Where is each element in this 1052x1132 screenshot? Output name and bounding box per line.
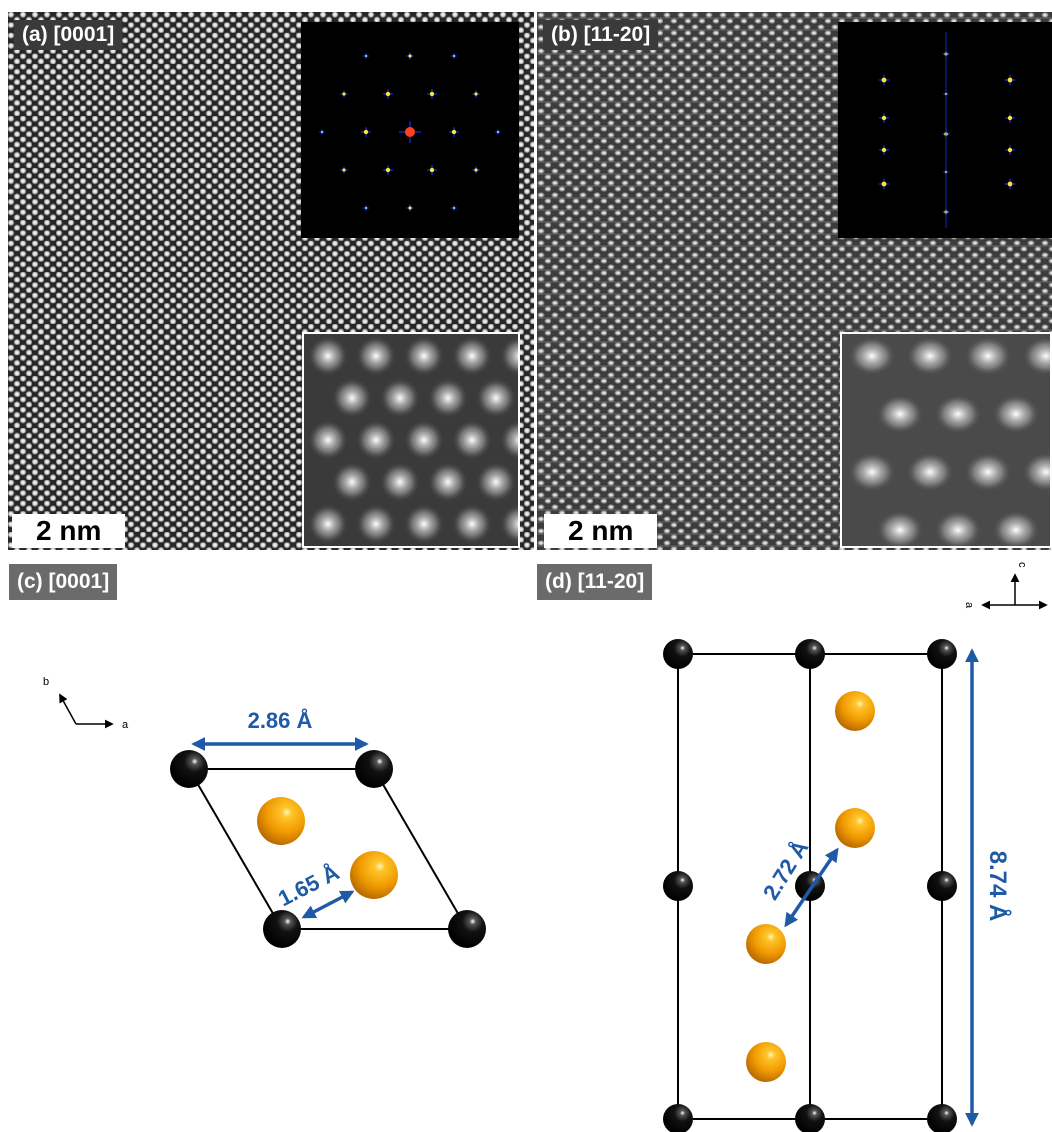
- scale-bar-a: 2 nm: [12, 514, 126, 548]
- black-atom: [927, 1104, 957, 1132]
- black-atom: [927, 871, 957, 901]
- axis-indicator-c: b a: [43, 676, 129, 731]
- dimension-diag-c: 1.65 Å: [274, 859, 355, 919]
- filtered-inset-b: [840, 332, 1052, 548]
- unit-cell-d: [663, 639, 957, 1132]
- black-atom: [795, 639, 825, 669]
- filtered-inset-a: [302, 332, 520, 548]
- black-atom: [795, 871, 825, 901]
- dimension-label-diag-d: 2.72 Å: [757, 835, 813, 904]
- black-atom: [263, 910, 301, 948]
- dimension-label-height-d: 8.74 Å: [984, 851, 1012, 922]
- black-atom: [448, 910, 486, 948]
- black-atom: [663, 1104, 693, 1132]
- black-atom: [663, 871, 693, 901]
- dimension-diag-d: 2.72 Å: [757, 835, 839, 928]
- panel-label-a: (a) [0001]: [14, 20, 123, 50]
- scale-bar-b: 2 nm: [544, 514, 658, 548]
- axis-indicator-d: c a: [963, 562, 1048, 610]
- axis-label-b-c: b: [43, 676, 49, 688]
- axis-label-a-c: a: [122, 719, 129, 731]
- fft-inset-b: [838, 22, 1052, 238]
- gold-atom: [835, 691, 875, 731]
- black-atom: [170, 750, 208, 788]
- black-atom: [355, 750, 393, 788]
- dimension-label-diag-c: 1.65 Å: [274, 859, 344, 912]
- gold-atom: [350, 851, 398, 899]
- unit-cell-c: [170, 750, 486, 948]
- gold-atom: [746, 1042, 786, 1082]
- black-atom: [927, 639, 957, 669]
- fft-inset-a: [301, 22, 519, 238]
- panel-label-b: (b) [11-20]: [543, 20, 659, 50]
- panel-label-d: (d) [11-20]: [537, 564, 653, 600]
- gold-atom: [746, 924, 786, 964]
- gold-atom: [257, 797, 305, 845]
- axis-label-a-d: a: [963, 602, 975, 609]
- black-atom: [663, 639, 693, 669]
- dimension-label-top-c: 2.86 Å: [248, 707, 313, 733]
- dimension-height-d: 8.74 Å: [965, 648, 1012, 1127]
- panel-label-c: (c) [0001]: [9, 564, 118, 600]
- axis-label-c-d: c: [1016, 562, 1028, 568]
- dimension-top-c: 2.86 Å: [191, 707, 369, 751]
- black-atom: [795, 1104, 825, 1132]
- gold-atom: [835, 808, 875, 848]
